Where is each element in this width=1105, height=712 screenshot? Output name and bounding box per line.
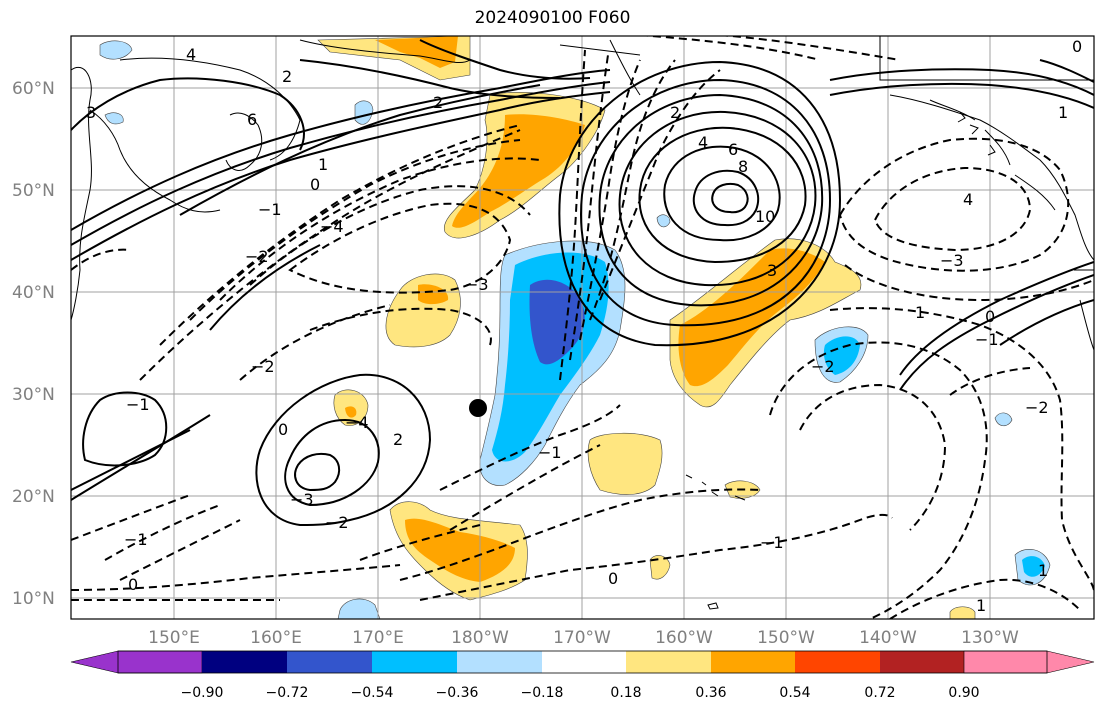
negative-contours — [71, 36, 1094, 619]
contour-label: 10 — [755, 207, 775, 226]
contour-label: 4 — [698, 133, 708, 152]
contour-label: 3 — [767, 261, 777, 280]
lat-label: 20°N — [12, 487, 55, 507]
lon-label: 170°E — [352, 628, 404, 648]
contour-label: −1 — [258, 200, 282, 219]
colorbar-cell — [457, 651, 542, 673]
lat-label: 30°N — [12, 385, 55, 405]
lat-label: 50°N — [12, 181, 55, 201]
colorbar-tick-label: −0.72 — [266, 685, 309, 701]
colorbar-cell — [372, 651, 457, 673]
contour-label: 0 — [1072, 37, 1082, 56]
storm-center-dot — [469, 399, 487, 417]
contour-label: −1 — [126, 395, 150, 414]
lon-label: 150°E — [148, 628, 200, 648]
contour-label: −2 — [245, 247, 269, 266]
contour-label: −2 — [251, 357, 275, 376]
lat-label: 60°N — [12, 79, 55, 99]
contour-label: −4 — [345, 413, 369, 432]
colorbar-cell — [963, 650, 1095, 674]
coastlines — [71, 36, 1094, 610]
colorbar — [70, 650, 1095, 674]
contour-label: −1 — [124, 530, 148, 549]
lon-label: 130°W — [961, 628, 1019, 648]
colorbar-tick-label: 0.72 — [864, 685, 895, 701]
negative-shading-strong — [529, 279, 585, 365]
contour-label: 0 — [278, 420, 288, 439]
contour-label: 8 — [738, 157, 748, 176]
contour-label: 2 — [393, 430, 403, 449]
colorbar-tick-labels: −0.90 −0.72 −0.54 −0.36 −0.18 0.18 0.36 … — [181, 685, 980, 701]
colorbar-tick-label: −0.18 — [521, 685, 564, 701]
longitude-labels: 150°E 160°E 170°E 180°W 170°W 160°W 150°… — [148, 628, 1019, 648]
contour-label: −1 — [538, 443, 562, 462]
lon-label: 170°W — [553, 628, 611, 648]
contour-label: 1 — [318, 155, 328, 174]
contour-label: 1 — [915, 303, 925, 322]
colorbar-cell — [202, 651, 287, 673]
contour-label: 0 — [310, 175, 320, 194]
colorbar-cell — [880, 651, 964, 673]
contour-label: 4 — [963, 190, 973, 209]
contour-label: 1 — [1038, 561, 1048, 580]
lon-label: 140°W — [859, 628, 917, 648]
contour-label: −1 — [760, 533, 784, 552]
contour-label: −3 — [290, 490, 314, 509]
contour-label: 6 — [728, 140, 738, 159]
contour-label: −2 — [811, 357, 835, 376]
contour-label: 4 — [186, 45, 196, 64]
positive-shading-strong — [345, 36, 825, 582]
colorbar-tick-label: 0.54 — [779, 685, 810, 701]
map-title: 2024090100 F060 — [474, 8, 631, 28]
contour-label: 3 — [86, 103, 96, 122]
plot-area: 4 6 3 2 1 0 −1 −2 −3 −4 6 8 10 4 3 2 1 0… — [71, 36, 1094, 619]
contour-label: −2 — [1025, 398, 1049, 417]
contour-label: 1 — [1058, 103, 1068, 122]
lon-label: 160°W — [655, 628, 713, 648]
colorbar-tick-label: 0.90 — [948, 685, 979, 701]
colorbar-tick-label: −0.54 — [351, 685, 394, 701]
contour-label: 0 — [128, 575, 138, 594]
lon-label: 160°E — [250, 628, 302, 648]
colorbar-cell — [711, 651, 795, 673]
positive-contours — [71, 39, 1094, 527]
lon-label: 150°W — [757, 628, 815, 648]
contour-label: 0 — [608, 569, 618, 588]
colorbar-tick-label: −0.36 — [436, 685, 479, 701]
colorbar-cell — [542, 651, 626, 673]
colorbar-frame — [117, 650, 1048, 674]
lon-label: 180°W — [451, 628, 509, 648]
contour-label: −3 — [940, 251, 964, 270]
colorbar-cell — [795, 651, 880, 673]
contour-label: −3 — [465, 275, 489, 294]
contour-label: 1 — [976, 596, 986, 615]
contour-label: 2 — [282, 67, 292, 86]
colorbar-tick-label: −0.90 — [181, 685, 224, 701]
colorbar-tick-label: 0.36 — [695, 685, 726, 701]
contour-label: 0 — [985, 307, 995, 326]
contour-labels: 4 6 3 2 1 0 −1 −2 −3 −4 6 8 10 4 3 2 1 0… — [86, 37, 1082, 615]
lat-label: 10°N — [12, 589, 55, 609]
contour-label: −1 — [975, 330, 999, 349]
contour-label: −2 — [325, 513, 349, 532]
contour-label: −4 — [320, 217, 344, 236]
contour-label: 2 — [433, 93, 443, 112]
contour-label: 6 — [247, 110, 257, 129]
plot-frame — [70, 35, 1095, 620]
colorbar-cell — [626, 651, 711, 673]
colorbar-tick-label: 0.18 — [610, 685, 641, 701]
latitude-labels: 60°N 50°N 40°N 30°N 20°N 10°N — [12, 79, 55, 609]
colorbar-cell — [70, 650, 203, 674]
contour-label: 2 — [670, 103, 680, 122]
colorbar-cell — [287, 651, 372, 673]
lat-label: 40°N — [12, 283, 55, 303]
